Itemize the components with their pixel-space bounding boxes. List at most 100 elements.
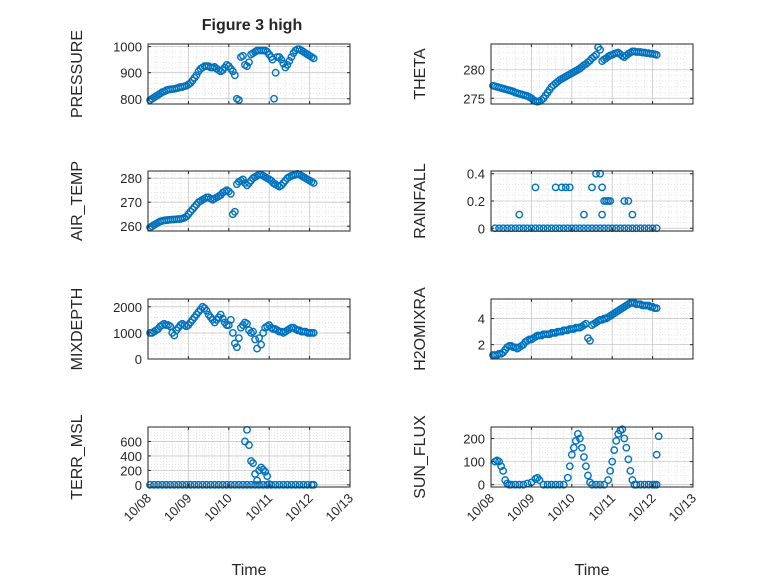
y-tick-label: 0.4 (467, 167, 485, 182)
data-point (515, 480, 524, 489)
data-point (584, 471, 592, 480)
plot-area (148, 427, 350, 487)
data-point (309, 480, 318, 489)
data-point (275, 480, 284, 489)
x-tick-label: 10/13 (323, 491, 357, 525)
axes-box (490, 43, 694, 105)
data-point (636, 480, 645, 489)
data-point (612, 436, 621, 445)
data-point (588, 183, 596, 192)
data-point (624, 197, 633, 205)
data-point (234, 334, 243, 343)
major-grid (491, 299, 693, 359)
data-point (539, 480, 548, 489)
y-tick-label: 1000 (113, 326, 142, 341)
data-point (230, 71, 239, 80)
data-point (206, 480, 215, 489)
data-point (511, 480, 520, 489)
data-point (245, 58, 253, 67)
subplot-2: 275 280 THETA (412, 43, 694, 106)
data-point (575, 434, 584, 443)
figure-title: Figure 3 high (202, 17, 302, 34)
data-point (198, 480, 207, 489)
data-series (146, 45, 318, 104)
data-point (251, 335, 259, 344)
x-tick-label: 10/09 (504, 491, 538, 525)
axes-box (147, 426, 351, 488)
y-tick-label: 800 (120, 92, 142, 107)
x-tick-label: 10/11 (585, 491, 618, 524)
data-series (491, 425, 663, 489)
data-point (569, 443, 578, 452)
x-tick-label: 10/13 (666, 491, 700, 525)
axes-box (490, 426, 694, 488)
data-point (654, 432, 663, 441)
y-tick-label: 280 (463, 63, 485, 78)
y-axis-label: H2OMIXRA (412, 287, 429, 371)
data-point (309, 329, 318, 337)
data-point (190, 480, 199, 489)
data-point (234, 96, 243, 104)
data-point (497, 462, 505, 471)
data-point (247, 480, 255, 489)
data-series (146, 425, 318, 489)
data-point (543, 480, 552, 489)
data-point (174, 480, 183, 489)
data-point (531, 183, 540, 192)
data-point (652, 50, 661, 59)
y-tick-label: 0 (478, 478, 485, 493)
data-point (592, 480, 600, 489)
data-point (257, 340, 266, 349)
data-point (283, 480, 292, 489)
x-axis-label: Time (575, 562, 610, 579)
data-point (604, 476, 613, 484)
plot-area (148, 44, 350, 104)
data-point (519, 480, 528, 489)
data-point (582, 462, 590, 471)
plot-area (491, 44, 693, 104)
y-axis-label: MIXDEPTH (69, 288, 86, 371)
tick-marks (490, 299, 694, 359)
data-point (515, 210, 524, 219)
y-axis-label: TERR_MSL (69, 414, 86, 499)
data-point (628, 210, 637, 219)
data-point (652, 480, 661, 489)
data-point (291, 480, 300, 489)
tick-marks (147, 171, 351, 231)
data-point (606, 197, 615, 205)
data-point (588, 480, 596, 489)
x-tick-label: 10/12 (625, 491, 659, 525)
y-tick-label: 0.2 (467, 194, 485, 209)
data-point (245, 441, 253, 449)
data-point (216, 310, 225, 319)
data-point (584, 58, 592, 67)
data-point (632, 480, 641, 489)
data-point (555, 480, 564, 489)
data-point (640, 480, 649, 489)
data-point (226, 480, 235, 489)
data-point (277, 55, 286, 64)
y-tick-label: 200 (463, 432, 485, 447)
x-axis-label: Time (232, 562, 267, 579)
data-point (590, 52, 598, 61)
data-point (226, 189, 235, 198)
y-tick-label: 2 (478, 338, 485, 353)
data-point (186, 480, 195, 489)
data-point (192, 71, 201, 80)
data-point (166, 480, 175, 489)
data-point (261, 467, 270, 476)
y-tick-label: 400 (120, 449, 142, 464)
x-tick-label: 10/08 (121, 491, 155, 525)
y-tick-label: 200 (120, 463, 142, 478)
y-axis-label: SUN_FLUX (412, 415, 429, 499)
x-tick-label: 10/08 (464, 491, 498, 525)
data-series (489, 299, 661, 359)
plot-area (148, 299, 350, 359)
y-tick-label: 4 (478, 312, 485, 327)
data-point (606, 466, 615, 475)
data-point (222, 480, 231, 489)
y-tick-label: 0 (135, 478, 142, 493)
data-point (270, 94, 278, 103)
